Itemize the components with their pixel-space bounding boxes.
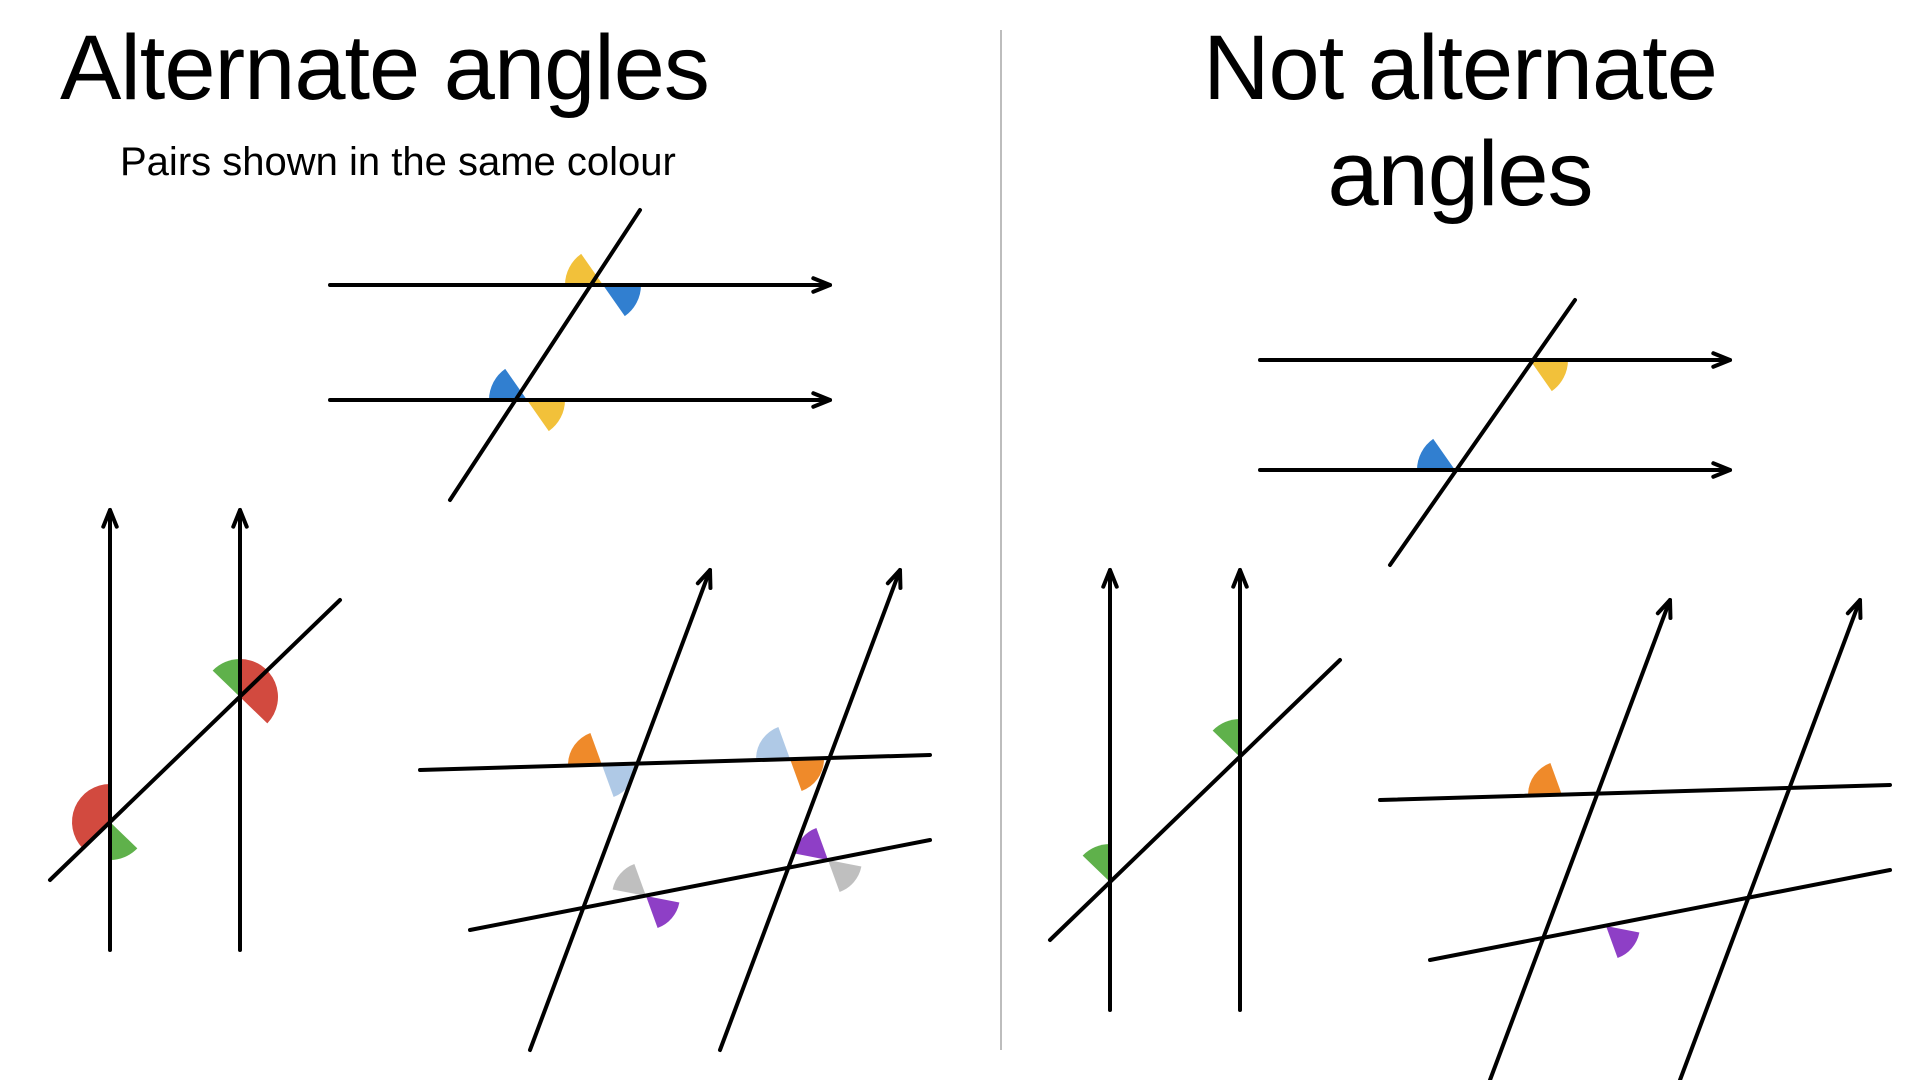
- diagram-right-bottom-left: [1040, 540, 1370, 1040]
- vertical-divider: [1000, 30, 1002, 1050]
- page: Alternate angles Pairs shown in the same…: [0, 0, 1920, 1080]
- left-title: Alternate angles: [60, 16, 709, 121]
- diagram-left-top: [300, 230, 860, 510]
- diagram-right-bottom-right: [1350, 590, 1910, 1080]
- diagram-left-bottom-right: [390, 560, 950, 1060]
- diagram-left-bottom-left: [40, 480, 370, 980]
- left-subtitle: Pairs shown in the same colour: [120, 140, 676, 185]
- right-title: Not alternate angles: [1060, 16, 1860, 228]
